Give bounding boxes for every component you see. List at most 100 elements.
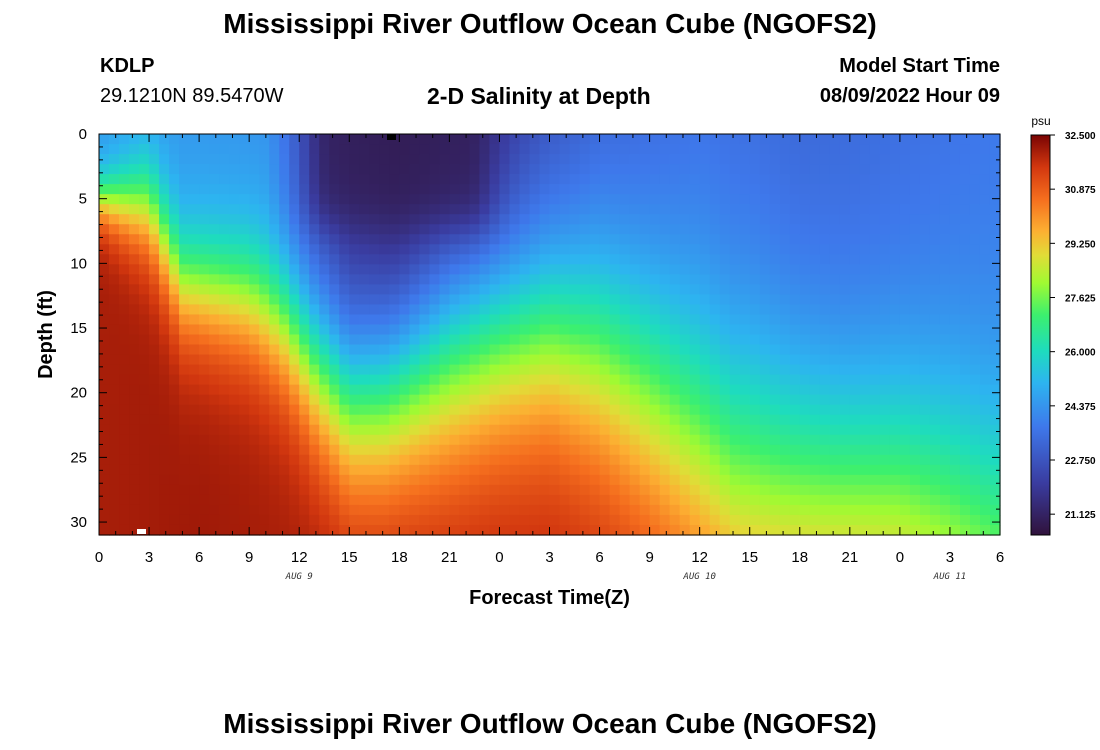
heatmap-cell xyxy=(869,134,881,145)
heatmap-cell xyxy=(739,434,751,446)
heatmap-cell xyxy=(219,424,230,436)
heatmap-cell xyxy=(599,454,611,466)
heatmap-cell xyxy=(299,494,310,506)
heatmap-cell xyxy=(859,154,871,165)
heatmap-cell xyxy=(689,484,701,496)
heatmap-cell xyxy=(379,354,390,366)
heatmap-cell xyxy=(829,164,841,175)
heatmap-cell xyxy=(369,164,380,175)
heatmap-cell xyxy=(649,224,661,235)
heatmap-cell xyxy=(559,464,571,476)
heatmap-cell xyxy=(209,214,220,225)
heatmap-cell xyxy=(379,194,390,205)
heatmap-cell xyxy=(619,334,631,346)
heatmap-cell xyxy=(509,274,521,285)
heatmap-cell xyxy=(209,424,220,436)
heatmap-cell xyxy=(699,214,711,225)
heatmap-cell xyxy=(799,454,811,466)
heatmap-cell xyxy=(359,154,370,165)
heatmap-cell xyxy=(389,464,400,476)
heatmap-cell xyxy=(509,334,521,346)
heatmap-cell xyxy=(839,364,851,376)
heatmap-cell xyxy=(139,484,150,496)
heatmap-cell xyxy=(499,494,511,506)
heatmap-cell xyxy=(979,494,991,506)
heatmap-cell xyxy=(329,264,340,275)
heatmap-cell xyxy=(109,144,120,155)
heatmap-cell xyxy=(849,484,861,496)
heatmap-cell xyxy=(549,334,561,346)
heatmap-cell xyxy=(399,484,410,496)
heatmap-cell xyxy=(229,154,240,165)
heatmap-cell xyxy=(729,234,741,245)
heatmap-cell xyxy=(149,524,160,536)
heatmap-cell xyxy=(229,304,240,316)
heatmap-cell xyxy=(359,144,370,155)
heatmap-cell xyxy=(109,304,120,316)
heatmap-cell xyxy=(579,524,591,536)
heatmap-cell xyxy=(989,344,1001,356)
heatmap-cell xyxy=(329,284,340,296)
heatmap-cell xyxy=(319,454,330,466)
heatmap-cell xyxy=(969,494,981,506)
heatmap-cell xyxy=(539,204,551,215)
heatmap-cell xyxy=(629,474,641,486)
heatmap-cell xyxy=(679,404,691,416)
heatmap-cell xyxy=(679,164,691,175)
heatmap-cell xyxy=(179,394,190,406)
heatmap-cell xyxy=(849,134,861,145)
heatmap-cell xyxy=(699,144,711,155)
heatmap-cell xyxy=(689,144,701,155)
heatmap-cell xyxy=(119,314,130,326)
heatmap-cell xyxy=(549,424,561,436)
heatmap-cell xyxy=(509,164,521,175)
heatmap-cell xyxy=(469,464,481,476)
heatmap-cell xyxy=(869,344,881,356)
heatmap-cell xyxy=(709,304,721,316)
heatmap-cell xyxy=(759,224,771,235)
heatmap-cell xyxy=(969,434,981,446)
heatmap-cell xyxy=(429,474,440,486)
heatmap-cell xyxy=(969,324,981,336)
date-label: AUG 10 xyxy=(682,572,716,582)
heatmap-cell xyxy=(829,224,841,235)
heatmap-cell xyxy=(119,274,130,285)
heatmap-cell xyxy=(669,254,681,265)
heatmap-cell xyxy=(859,344,871,356)
heatmap-cell xyxy=(299,404,310,416)
heatmap-cell xyxy=(279,494,290,506)
heatmap-cell xyxy=(929,224,941,235)
heatmap-cell xyxy=(549,524,561,536)
heatmap-cell xyxy=(539,514,551,526)
heatmap-cell xyxy=(859,294,871,306)
heatmap-cell xyxy=(689,134,701,145)
heatmap-cell xyxy=(209,254,220,265)
heatmap-cell xyxy=(759,474,771,486)
heatmap-cell xyxy=(919,384,931,396)
heatmap-cell xyxy=(919,304,931,316)
heatmap-cell xyxy=(649,464,661,476)
heatmap-cell xyxy=(409,324,420,336)
heatmap-cell xyxy=(729,254,741,265)
heatmap-cell xyxy=(529,294,541,306)
heatmap-cell xyxy=(449,524,460,536)
heatmap-cell xyxy=(899,184,911,195)
chart-title: Mississippi River Outflow Ocean Cube (NG… xyxy=(223,8,877,39)
heatmap-cell xyxy=(489,244,501,255)
heatmap-cell xyxy=(99,304,110,316)
heatmap-cell xyxy=(429,374,440,386)
heatmap-cell xyxy=(559,134,571,145)
heatmap-cell xyxy=(939,434,951,446)
heatmap-cell xyxy=(729,134,741,145)
heatmap-cell xyxy=(539,414,551,426)
heatmap-cell xyxy=(419,264,430,275)
heatmap-cell xyxy=(909,204,921,215)
heatmap-cell xyxy=(439,214,450,225)
heatmap-cell xyxy=(779,314,791,326)
heatmap-cell xyxy=(149,284,160,296)
heatmap-cell xyxy=(359,444,370,456)
heatmap-cell xyxy=(419,474,430,486)
heatmap-cell xyxy=(199,154,210,165)
heatmap-cell xyxy=(339,394,350,406)
